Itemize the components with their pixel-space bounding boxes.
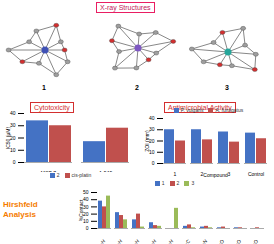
svg-text:10: 10 <box>148 148 155 155</box>
svg-text:20: 20 <box>9 134 16 141</box>
svg-text:IC50 (µM): IC50 (µM) <box>5 127 11 150</box>
html-text:2: 2 <box>135 84 139 91</box>
svg-text:50: 50 <box>83 189 89 195</box>
svg-text:Compound: Compound <box>203 172 228 178</box>
svg-text:20: 20 <box>148 137 155 144</box>
svg-text:3: 3 <box>228 171 231 177</box>
svg-text:Control: Control <box>248 171 264 177</box>
html-text:Hirshfeld Analysis: Hirshfeld Analysis <box>3 200 38 219</box>
svg-text:2: 2 <box>200 171 204 178</box>
svg-text:30: 30 <box>82 203 89 210</box>
html-text:A. fumigatus: A. fumigatus <box>215 107 244 113</box>
html-text:2: 2 <box>176 180 180 186</box>
svg-text:C···N: C···N <box>195 238 209 244</box>
svg-text:Cl···H: Cl···H <box>160 238 174 244</box>
html-text:2: 2 <box>56 172 60 178</box>
svg-text:40: 40 <box>149 115 155 121</box>
html-text:Cytotoxicity: Cytotoxicity <box>34 104 70 111</box>
svg-text:C···H: C···H <box>110 238 124 244</box>
svg-text:0: 0 <box>152 160 155 166</box>
svg-text:MCF-7: MCF-7 <box>41 170 56 172</box>
svg-text:N···H: N···H <box>144 238 158 244</box>
svg-text:ZOI (mm): ZOI (mm) <box>144 130 150 152</box>
html-text:3: 3 <box>225 84 229 91</box>
html-text:1: 1 <box>42 84 46 91</box>
html-text:1: 1 <box>161 180 165 186</box>
svg-text:0: 0 <box>86 225 89 231</box>
svg-text:O···O: O···O <box>229 238 243 244</box>
html-text:X-ray Structures: X-ray Structures <box>100 4 151 11</box>
svg-text:1: 1 <box>174 171 177 177</box>
svg-text:O···H: O···H <box>127 238 141 244</box>
svg-text:40: 40 <box>82 196 89 203</box>
svg-text:40: 40 <box>10 110 16 116</box>
svg-text:A-549: A-549 <box>99 170 113 172</box>
svg-text:30: 30 <box>9 122 16 129</box>
svg-text:10: 10 <box>9 146 16 153</box>
svg-text:C···O: C···O <box>212 238 226 244</box>
html-text:Antimicrobial Activity: Antimicrobial Activity <box>168 104 232 111</box>
svg-text:20: 20 <box>82 210 89 217</box>
svg-text:10: 10 <box>82 217 89 224</box>
svg-text:%Contact: %Contact <box>78 199 84 221</box>
svg-text:C···C: C···C <box>178 238 192 244</box>
html-text:3: 3 <box>191 180 195 186</box>
html-text:cis-platin: cis-platin <box>71 172 92 178</box>
svg-text:30: 30 <box>148 126 155 133</box>
svg-text:N···O: N···O <box>246 238 260 244</box>
html-text:P. vulgaris: P. vulgaris <box>180 107 204 113</box>
svg-text:H···H: H···H <box>93 238 107 244</box>
svg-text:0: 0 <box>13 159 16 165</box>
